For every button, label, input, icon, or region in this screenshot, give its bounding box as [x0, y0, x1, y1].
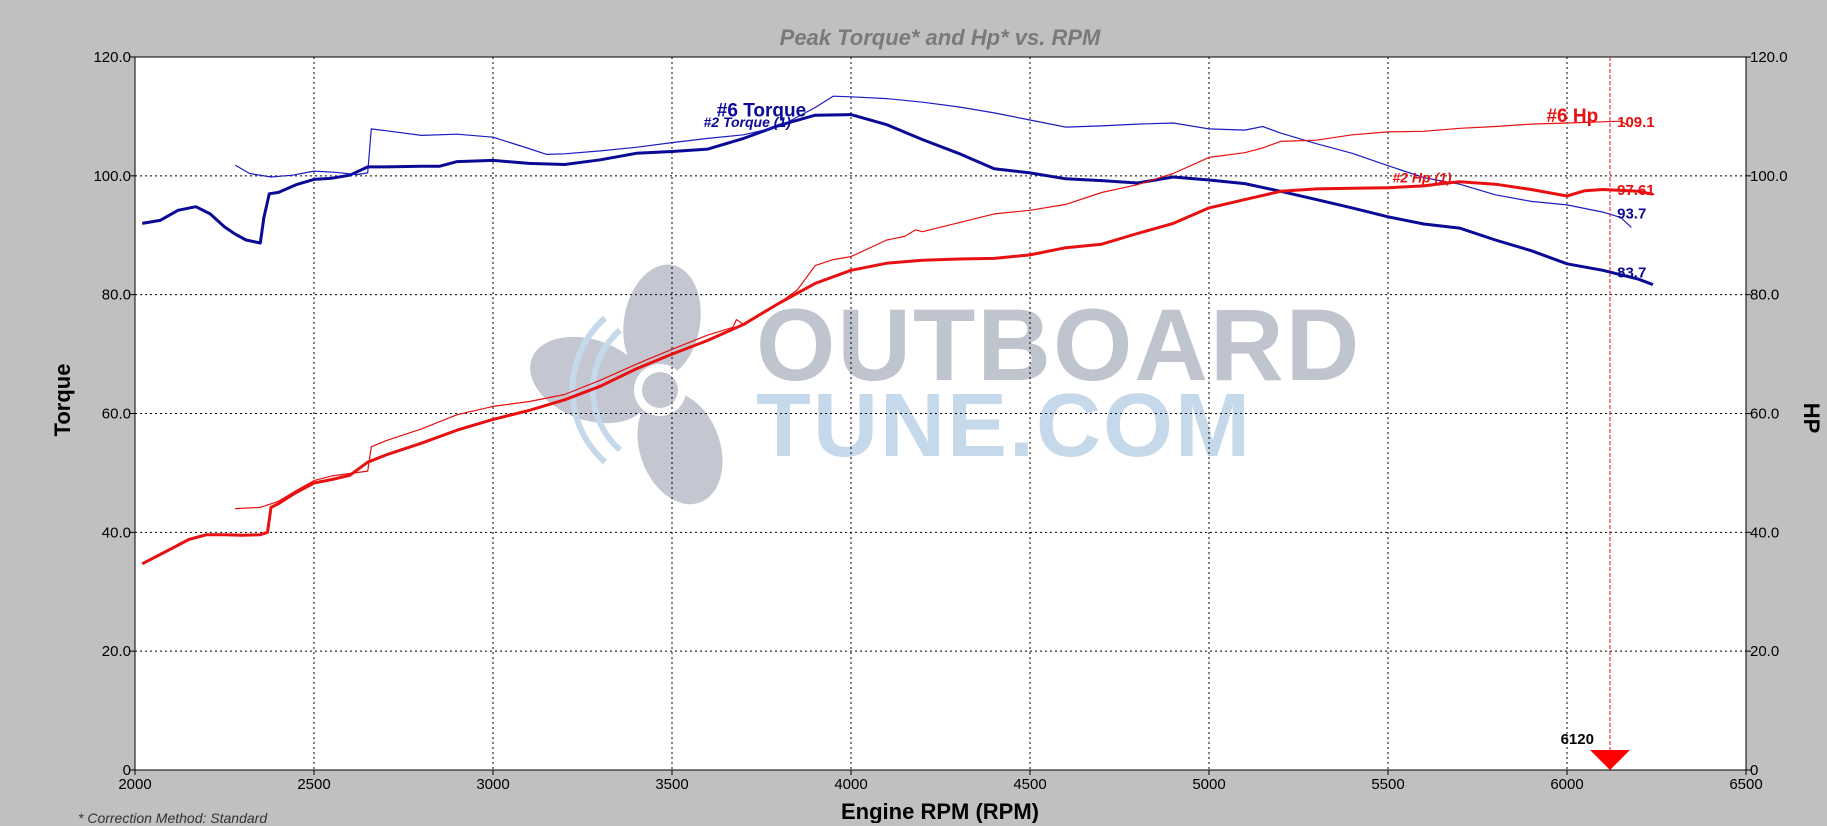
x-axis-label: Engine RPM (RPM): [841, 799, 1039, 823]
y-tick-label-left: 80.0: [102, 287, 131, 304]
x-tick-label: 2000: [118, 776, 151, 793]
y-axis-label-left: Torque: [50, 364, 75, 437]
y-axis-label-right: HP: [1799, 403, 1824, 434]
y-tick-label-left: 0: [123, 762, 131, 779]
chart-title: Peak Torque* and Hp* vs. RPM: [780, 25, 1101, 50]
series-line-6-hp: [141, 180, 1654, 566]
x-tick-label: 2500: [297, 776, 330, 793]
series-line-2-hp-1: [235, 120, 1632, 510]
series-label: #6 Torque: [717, 100, 806, 121]
y-tick-label-left: 40.0: [102, 524, 131, 541]
watermark-text-tunecom: TUNE.COM: [756, 376, 1252, 476]
series-label: #2 Hp (1): [1392, 169, 1451, 185]
grid: [135, 57, 1746, 770]
x-tick-label: 3000: [476, 776, 509, 793]
y-tick-label-right: 120.0: [1750, 49, 1788, 66]
rpm-cursor[interactable]: 6120: [1561, 57, 1630, 770]
outboardtune-watermark-logo: OUTBOARD TUNE.COM: [530, 264, 1361, 505]
axes: 2000 2500 3000 3500 4000 4500 5000 5500 6000 6500…: [93, 49, 1787, 793]
x-tick-label: 6500: [1729, 776, 1762, 793]
series-label: #6 Hp: [1546, 106, 1598, 127]
cursor-value-label: 83.7: [1617, 265, 1646, 282]
watermark-text-outboard: OUTBOARD: [756, 288, 1361, 402]
x-tick-label: 4000: [834, 776, 867, 793]
y-tick-label-left: 20.0: [102, 643, 131, 660]
x-tick-label: 5500: [1371, 776, 1404, 793]
cursor-value-label: 109.1: [1617, 114, 1655, 131]
y-tick-label-right: 0: [1750, 762, 1758, 779]
series-line-6-torque: [141, 113, 1654, 287]
y-tick-label-left: 100.0: [93, 168, 131, 185]
x-tick-label: 4500: [1013, 776, 1046, 793]
y-tick-label-right: 100.0: [1750, 168, 1788, 185]
series-labels: #6 Torque#2 Torque (1) #6 Hp #2 Hp (1) 109.…: [703, 100, 1654, 281]
y-tick-label-right: 40.0: [1750, 524, 1779, 541]
y-tick-label-right: 80.0: [1750, 287, 1779, 304]
x-tick-label: 5000: [1192, 776, 1225, 793]
cursor-value-label: 97.61: [1617, 182, 1655, 199]
cursor-value-label: 93.7: [1617, 205, 1646, 222]
propeller-icon: [530, 264, 723, 505]
x-tick-label: 6000: [1550, 776, 1583, 793]
series-group: [141, 95, 1654, 566]
correction-footnote: * Correction Method: Standard: [78, 810, 268, 826]
y-tick-label-right: 20.0: [1750, 643, 1779, 660]
cursor-marker-icon[interactable]: [1589, 750, 1630, 770]
y-tick-label-left: 120.0: [93, 49, 131, 66]
cursor-label: 6120: [1561, 731, 1594, 748]
series-line-2-torque-1: [234, 95, 1632, 228]
x-tick-label: 3500: [655, 776, 688, 793]
y-tick-label-right: 60.0: [1750, 406, 1779, 423]
series-label: #2 Torque (1): [703, 114, 791, 130]
y-tick-label-left: 60.0: [102, 406, 131, 423]
